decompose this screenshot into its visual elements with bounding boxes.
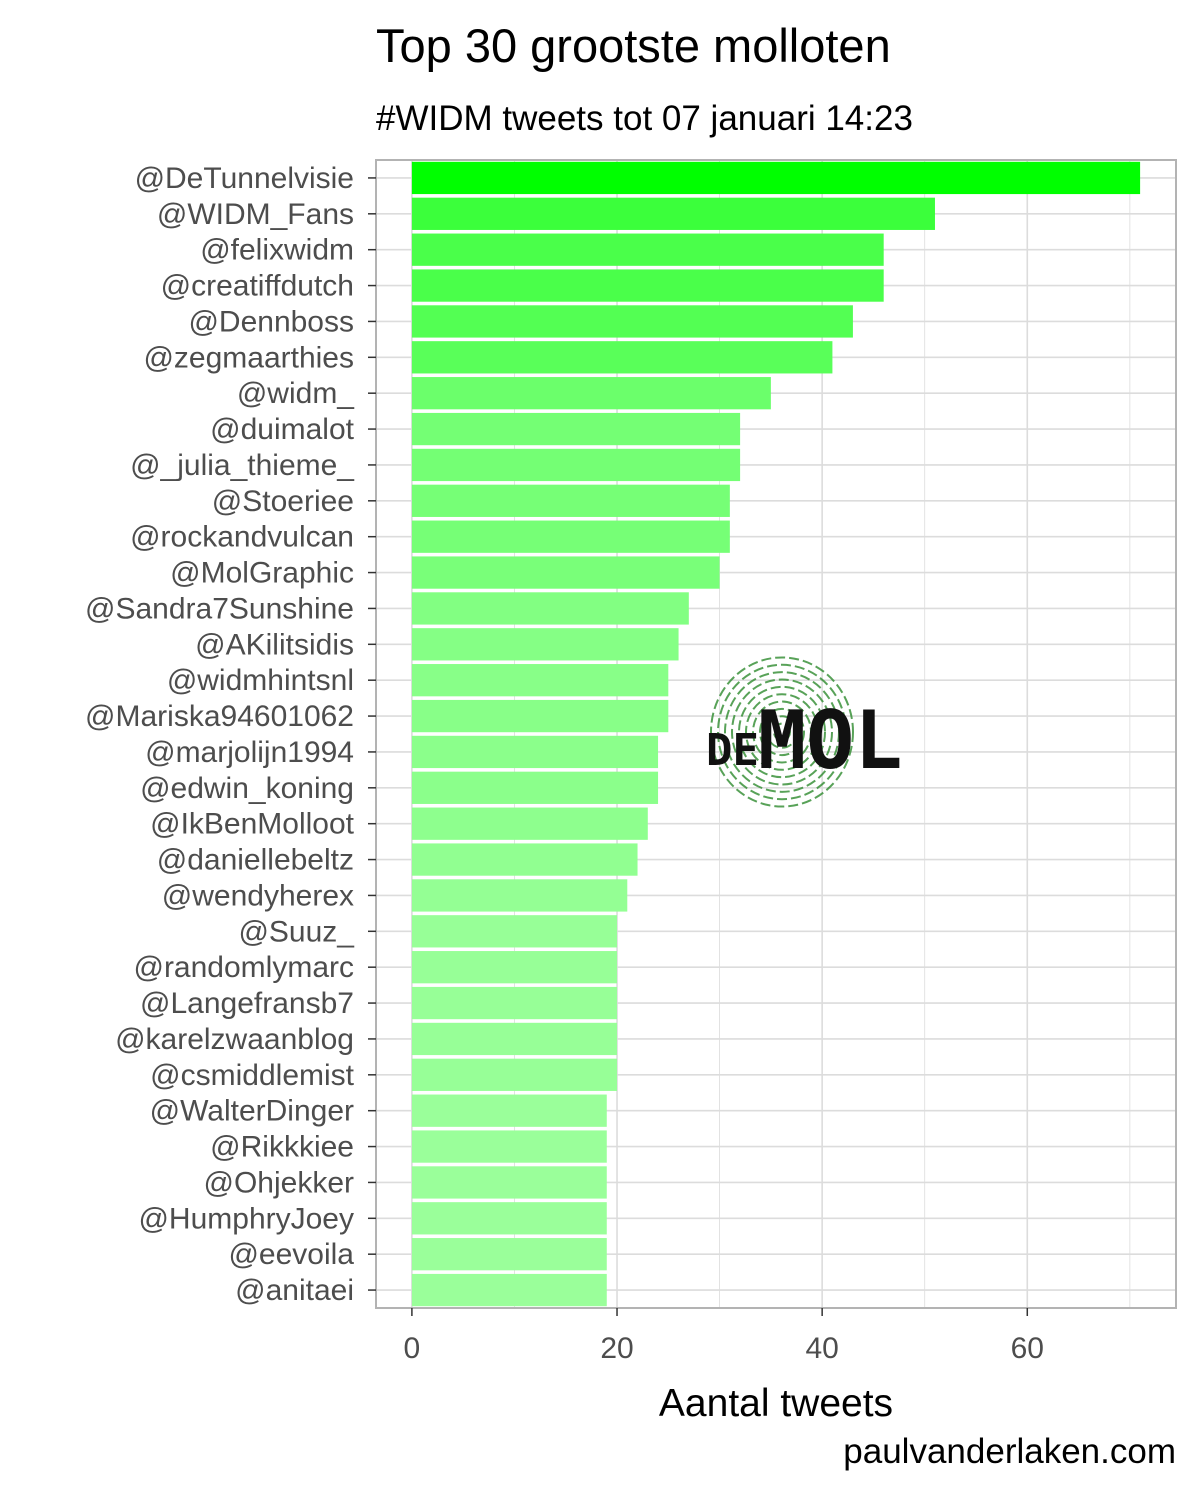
bar	[411, 484, 730, 517]
y-axis-label: @Suuz_	[238, 915, 355, 948]
x-axis-tick-label: 40	[805, 1332, 838, 1365]
bars	[411, 161, 1141, 1307]
bar	[411, 628, 679, 661]
y-axis-label: @rockandvulcan	[130, 521, 354, 554]
chart-subtitle: #WIDM tweets tot 07 januari 14:23	[376, 99, 913, 138]
y-axis-label: @Ohjekker	[204, 1166, 355, 1199]
y-axis-label: @csmiddlemist	[150, 1059, 354, 1092]
y-axis-label: @eevoila	[228, 1238, 354, 1271]
fingerprint-ring	[752, 700, 812, 764]
bar	[411, 1094, 607, 1127]
y-axis-label: @widmhintsnl	[167, 664, 354, 697]
y-axis-label: @wendyherex	[162, 879, 354, 912]
bar	[411, 879, 628, 912]
y-axis-label: @randomlymarc	[133, 951, 354, 984]
y-axis-label: @daniellebeltz	[157, 844, 354, 877]
fingerprint-ring	[731, 678, 833, 786]
bar	[411, 1238, 607, 1271]
bar	[411, 951, 618, 984]
bar	[411, 161, 1141, 195]
y-axis-ticks	[368, 177, 376, 1291]
y-axis-label: @anitaei	[235, 1274, 354, 1307]
x-axis-tick-label: 20	[600, 1332, 633, 1365]
bar	[411, 233, 884, 266]
fingerprint-icon	[710, 656, 854, 808]
x-axis-title: Aantal tweets	[659, 1382, 893, 1425]
bar	[411, 197, 935, 230]
y-axis-label: @edwin_koning	[140, 772, 354, 805]
panel-border	[375, 159, 1177, 1309]
bar	[411, 986, 618, 1020]
chart-caption: paulvanderlaken.com	[843, 1432, 1176, 1471]
logo-de-text: DE	[706, 725, 759, 776]
bar	[411, 664, 669, 697]
fingerprint-ring	[717, 663, 847, 801]
bar	[411, 1166, 607, 1199]
chart-title: Top 30 grootste molloten	[376, 19, 891, 72]
y-axis-label: @AKilitsidis	[195, 628, 354, 661]
bar	[411, 1202, 607, 1235]
y-axis-label: @felixwidm	[200, 234, 354, 267]
fingerprint-ring	[710, 656, 854, 808]
bar	[411, 520, 730, 553]
y-axis-label: @Mariska94601062	[85, 700, 354, 733]
y-axis-label: @IkBenMolloot	[150, 808, 355, 841]
y-axis-label: @marjolijn1994	[145, 736, 354, 769]
y-axis-label: @WIDM_Fans	[157, 198, 354, 231]
y-axis-labels: @DeTunnelvisie@WIDM_Fans@felixwidm@creat…	[85, 162, 355, 1307]
y-axis-label: @karelzwaanblog	[115, 1023, 354, 1056]
bar	[411, 1130, 607, 1163]
y-axis-label: @Langefransb7	[140, 987, 354, 1020]
y-axis-label: @Sandra7Sunshine	[85, 592, 354, 625]
fingerprint-ring	[766, 715, 798, 749]
bar	[411, 1273, 607, 1307]
bar	[411, 592, 689, 625]
logo-mol-text: MOL	[758, 694, 903, 787]
demol-logo: DE MOL	[706, 656, 903, 808]
bar	[411, 1058, 618, 1091]
bar	[411, 377, 771, 410]
y-axis-label: @DeTunnelvisie	[135, 162, 354, 195]
fingerprint-ring	[724, 671, 840, 793]
bar	[411, 305, 853, 338]
x-axis-tick-label: 0	[404, 1332, 421, 1365]
y-axis-label: @duimalot	[210, 413, 355, 446]
y-axis-label: @widm_	[237, 377, 355, 410]
bar	[411, 412, 741, 446]
bar	[411, 771, 659, 804]
y-axis-label: @creatiffdutch	[161, 270, 354, 303]
y-axis-label: @Dennboss	[188, 305, 354, 338]
bar	[411, 915, 618, 948]
y-axis-label: @zegmaarthies	[143, 341, 354, 374]
y-axis-label: @Stoeriee	[212, 485, 354, 518]
bar	[411, 269, 884, 302]
fingerprint-ring	[745, 693, 819, 771]
bar	[411, 843, 638, 876]
y-axis-label: @HumphryJoey	[138, 1202, 354, 1235]
x-axis-tick-label: 60	[1011, 1332, 1044, 1365]
bar	[411, 807, 648, 840]
x-axis-ticks: 0 20 40 60	[404, 1308, 1044, 1365]
fingerprint-ring	[738, 685, 826, 779]
bar	[411, 556, 720, 589]
y-axis-label: @Rikkkiee	[210, 1131, 354, 1164]
y-axis-label: @WalterDinger	[150, 1095, 354, 1128]
bar	[411, 1022, 618, 1056]
fingerprint-ring	[759, 707, 805, 757]
bar	[411, 341, 833, 374]
y-axis-label: @_julia_thieme_	[130, 449, 355, 482]
bar	[411, 735, 659, 769]
y-axis-label: @MolGraphic	[170, 557, 354, 590]
bar	[411, 448, 741, 482]
bar	[411, 699, 669, 733]
fingerprint-ring	[773, 722, 791, 742]
